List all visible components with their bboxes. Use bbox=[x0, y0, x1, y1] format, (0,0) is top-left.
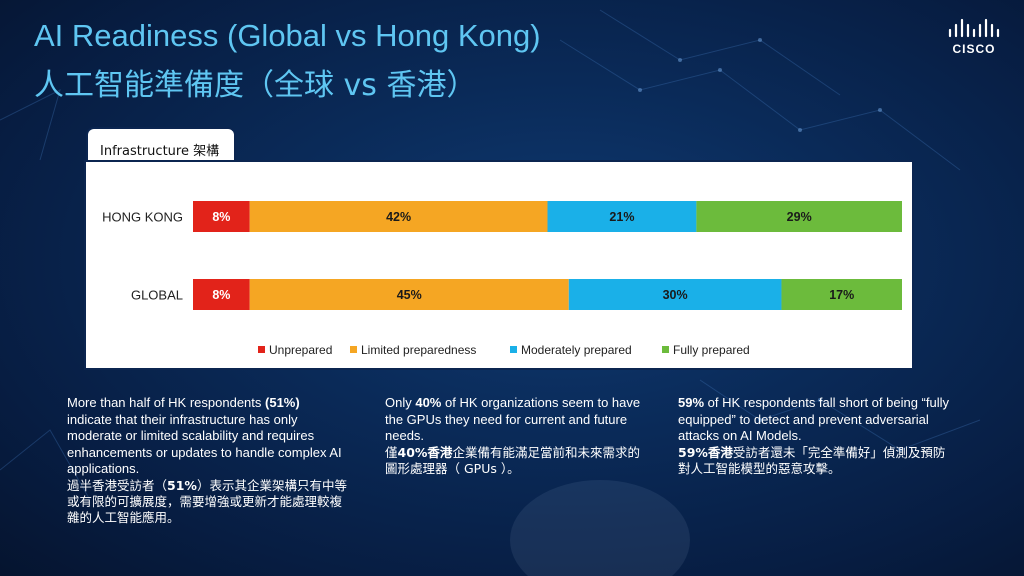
category-label: HONG KONG bbox=[102, 210, 183, 225]
data-label: 30% bbox=[663, 288, 688, 302]
note-zh: 僅40%香港企業備有能滿足當前和未來需求的圖形處理器（ GPUs ）。 bbox=[385, 444, 640, 476]
legend-swatch bbox=[258, 346, 265, 353]
legend-swatch bbox=[510, 346, 517, 353]
cisco-bridge-icon bbox=[948, 18, 1000, 38]
bar-segment bbox=[547, 201, 697, 232]
data-label: 8% bbox=[212, 288, 230, 302]
legend-label: Moderately prepared bbox=[521, 343, 632, 357]
bar-segment bbox=[781, 279, 902, 310]
chart-panel: HONG KONG 8% 42% 21% 29% GLOBAL 8% 45% 30% 17% Unp… bbox=[84, 160, 914, 370]
data-label: 45% bbox=[397, 288, 422, 302]
note-en: 59% of HK respondents fall short of bein… bbox=[678, 395, 949, 443]
data-label: 42% bbox=[386, 210, 411, 224]
legend-label: Limited preparedness bbox=[361, 343, 476, 357]
tab-label: Infrastructure 架構 bbox=[100, 144, 220, 159]
data-label: 29% bbox=[787, 210, 812, 224]
data-label: 17% bbox=[829, 288, 854, 302]
cisco-logo: CISCO bbox=[946, 18, 1002, 56]
legend-label: Fully prepared bbox=[673, 343, 750, 357]
legend-swatch bbox=[662, 346, 669, 353]
stacked-bar-chart: HONG KONG 8% 42% 21% 29% GLOBAL 8% 45% 30% 17% Unp… bbox=[102, 201, 902, 357]
data-label: 8% bbox=[212, 210, 230, 224]
bar-segment bbox=[696, 201, 902, 232]
infrastructure-tab: Infrastructure 架構 bbox=[86, 127, 236, 161]
bar-segment bbox=[193, 279, 250, 310]
note-en: Only 40% of HK organizations seem to hav… bbox=[385, 395, 641, 443]
note-zh: 59%香港受訪者還未「完全準備好」偵測及預防對人工智能模型的惡意攻擊。 bbox=[678, 444, 946, 476]
note-en: More than half of HK respondents (51%) i… bbox=[67, 395, 342, 476]
note-infrastructure-scalability: More than half of HK respondents (51%) i… bbox=[67, 395, 347, 526]
cisco-wordmark: CISCO bbox=[952, 42, 996, 56]
legend-label: Unprepared bbox=[269, 343, 332, 357]
legend-swatch bbox=[350, 346, 357, 353]
note-adversarial-attacks: 59% of HK respondents fall short of bein… bbox=[678, 395, 953, 477]
bar-segment bbox=[249, 201, 548, 232]
bar-segment bbox=[568, 279, 782, 310]
bar-segment bbox=[249, 279, 569, 310]
note-gpu-availability: Only 40% of HK organizations seem to hav… bbox=[385, 395, 650, 477]
category-label: GLOBAL bbox=[131, 288, 183, 303]
bar-segment bbox=[193, 201, 250, 232]
page-title-zh: 人工智能準備度（全球 vs 香港） bbox=[34, 68, 477, 103]
note-zh: 過半香港受訪者（51%）表示其企業架構只有中等或有限的可擴展度，需要增強或更新才… bbox=[67, 477, 347, 525]
data-label: 21% bbox=[609, 210, 634, 224]
page-title: AI Readiness (Global vs Hong Kong) bbox=[34, 18, 541, 53]
